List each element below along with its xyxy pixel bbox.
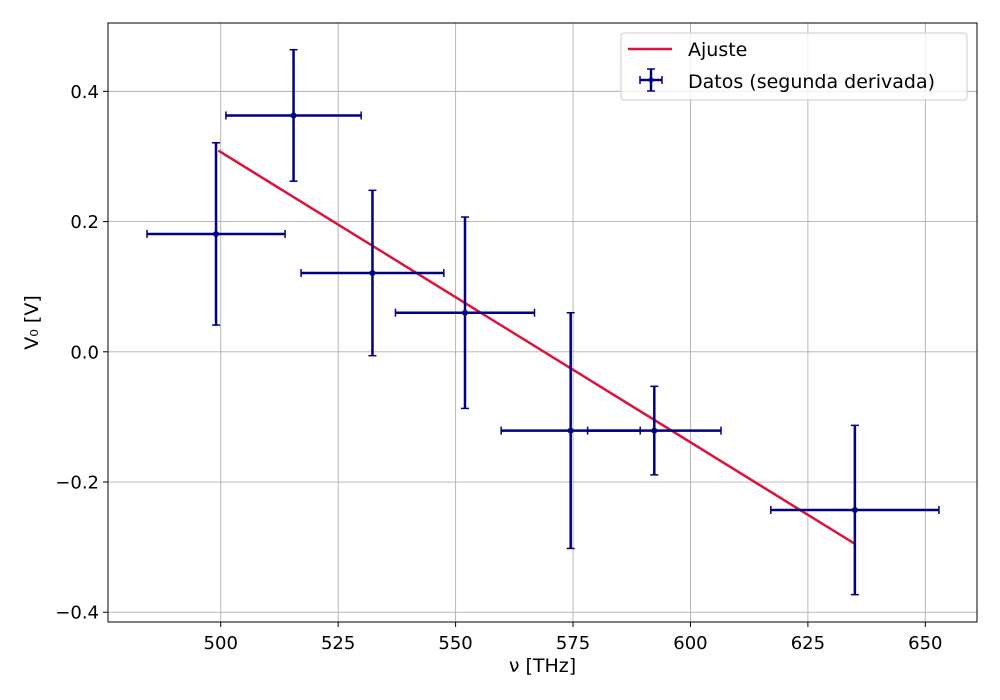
data-point-marker bbox=[851, 507, 858, 514]
y-tick-label: 0.4 bbox=[70, 82, 99, 103]
x-tick-label: 550 bbox=[438, 633, 472, 654]
data-point-marker bbox=[290, 112, 297, 119]
y-tick-label: 0.2 bbox=[70, 212, 99, 233]
data-point-errorbar bbox=[225, 48, 362, 182]
x-tick-label: 625 bbox=[791, 633, 825, 654]
data-point-marker bbox=[213, 230, 220, 237]
y-tick-label: −0.2 bbox=[55, 473, 99, 494]
x-axis-label: ν [THz] bbox=[509, 655, 576, 677]
legend-box bbox=[620, 32, 968, 101]
data-point-errorbar bbox=[770, 424, 940, 596]
legend-label-data: Datos (segunda derivada) bbox=[688, 71, 935, 93]
grid bbox=[108, 23, 977, 622]
data-point-errorbar bbox=[394, 216, 536, 410]
legend-errorbar-swatch bbox=[639, 68, 663, 92]
data-point-errorbar bbox=[300, 189, 445, 357]
data-point-errorbar bbox=[586, 385, 722, 476]
data-point-marker bbox=[461, 309, 468, 316]
fit-line-group bbox=[217, 149, 856, 545]
x-axis-ticks: 500 525 550 575 600 625 650 bbox=[204, 622, 943, 654]
plot-background bbox=[108, 23, 977, 622]
legend-label-fit: Ajuste bbox=[688, 39, 747, 61]
y-tick-label: −0.4 bbox=[55, 603, 99, 624]
data-point-marker bbox=[369, 270, 376, 277]
y-tick-label: 0.0 bbox=[70, 342, 99, 363]
legend: Ajuste Datos (segunda derivada) bbox=[620, 32, 968, 101]
data-point-marker bbox=[651, 427, 658, 434]
x-tick-label: 600 bbox=[673, 633, 707, 654]
y-axis-ticks: −0.4 −0.2 0.0 0.2 0.4 bbox=[55, 82, 108, 624]
x-tick-label: 500 bbox=[204, 633, 238, 654]
x-tick-label: 575 bbox=[556, 633, 590, 654]
plot-frame bbox=[107, 22, 978, 623]
data-point-marker bbox=[567, 427, 574, 434]
fit-line bbox=[217, 149, 856, 545]
x-tick-label: 650 bbox=[908, 633, 942, 654]
x-tick-label: 525 bbox=[321, 633, 355, 654]
errorbar-series bbox=[146, 48, 940, 596]
data-point-errorbar bbox=[146, 142, 286, 326]
y-axis-label: V₀ [V] bbox=[21, 295, 43, 349]
